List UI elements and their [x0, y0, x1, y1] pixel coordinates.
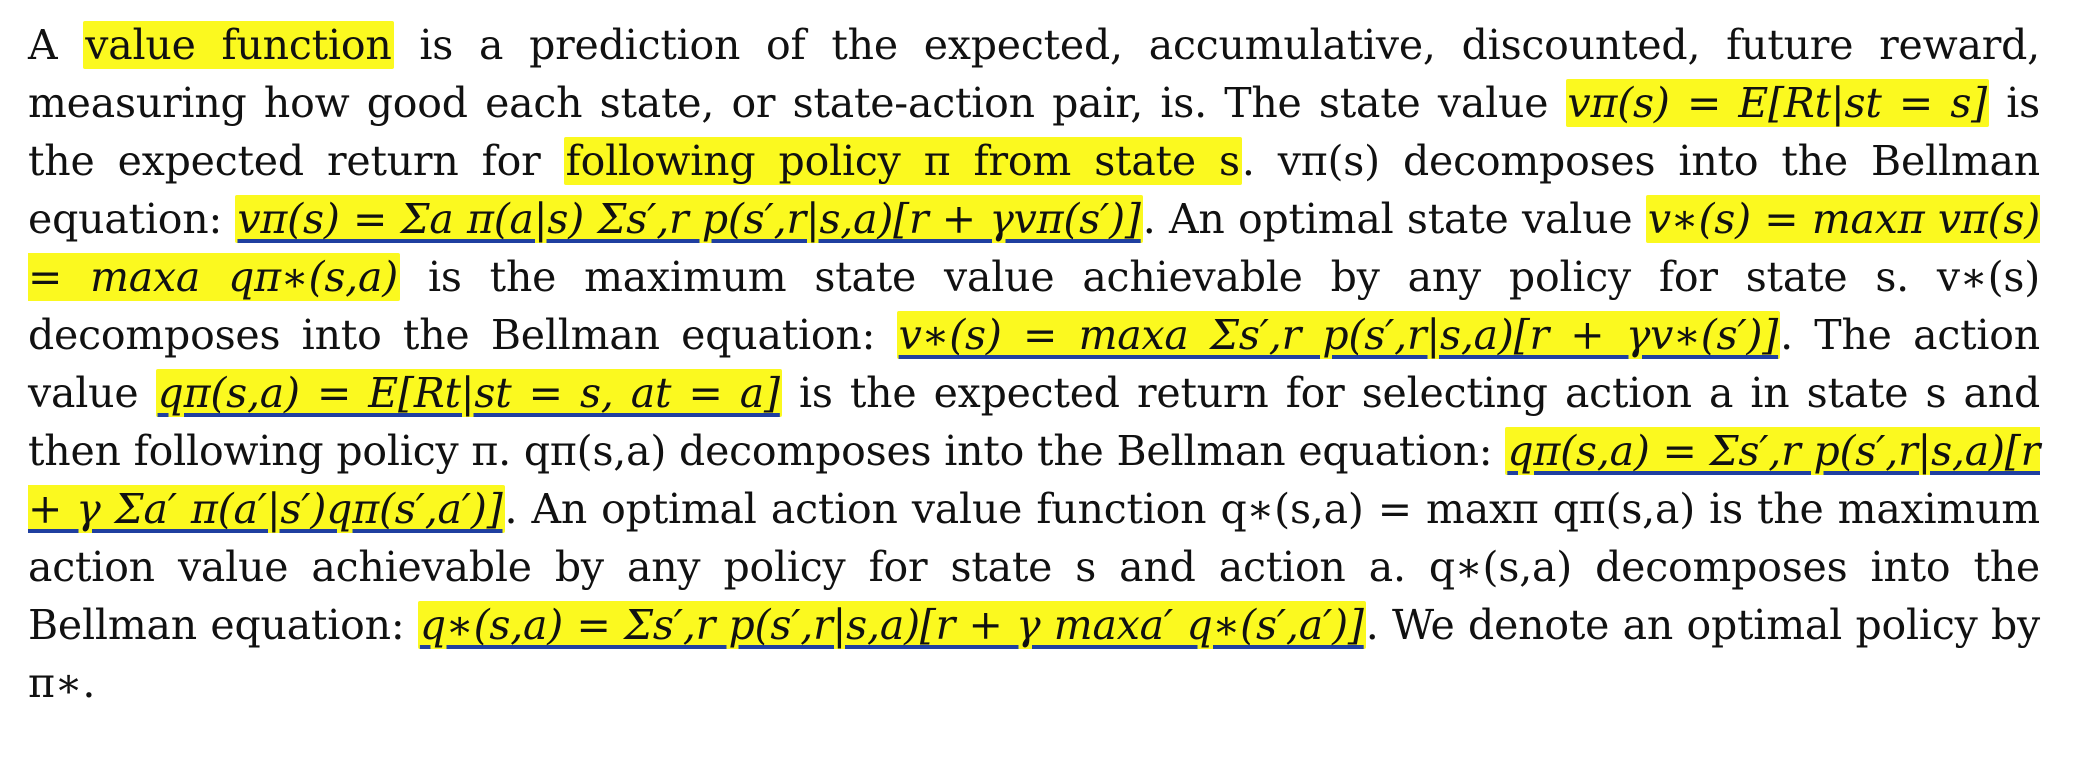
text-run: is the expected return for — [28, 79, 2040, 185]
highlight-bellman-optimal-action-value[interactable]: q∗(s,a) = Σs′,r p(s′,r|s,a)[r + γ maxa′ … — [417, 601, 1366, 649]
highlight-following-policy[interactable]: following policy π from state s — [563, 137, 1242, 185]
text-run: . vπ(s) decomposes into the Bellman equa… — [28, 137, 2040, 243]
value-function-paragraph: A value function is a prediction of the … — [28, 16, 2040, 712]
highlight-action-value-definition[interactable]: qπ(s,a) = E[Rt|st = s, at = a] — [155, 369, 782, 417]
text-run: is the expected return for selecting act… — [28, 369, 2040, 475]
highlight-bellman-state-value[interactable]: vπ(s) = Σa π(a|s) Σs′,r p(s′,r|s,a)[r + … — [235, 195, 1143, 243]
text-run: A — [28, 21, 84, 69]
text-run: . An optimal state value — [1142, 195, 1646, 243]
highlight-bellman-optimal-state-value[interactable]: v∗(s) = maxa Σs′,r p(s′,r|s,a)[r + γv∗(s… — [896, 311, 1781, 359]
text-run: . An optimal action value function q∗(s,… — [28, 485, 2040, 649]
text-run: . The action value — [28, 311, 2040, 417]
highlight-state-value-definition[interactable]: vπ(s) = E[Rt|st = s] — [1565, 79, 1989, 127]
text-run: . We denote an optimal policy by π∗. — [28, 601, 2041, 707]
text-run: is a prediction of the expected, accumul… — [28, 21, 2040, 127]
highlight-value-function[interactable]: value function — [83, 21, 394, 69]
text-run: is the maximum state value achievable by… — [28, 253, 2040, 359]
